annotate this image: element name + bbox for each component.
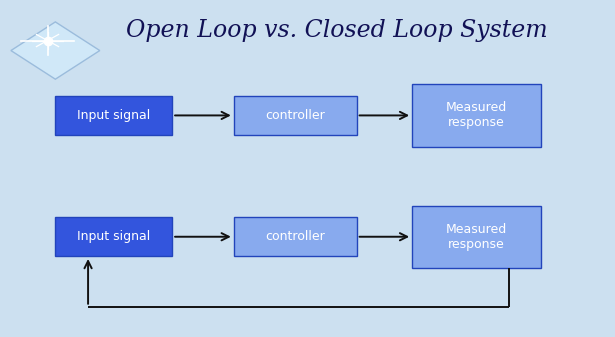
FancyBboxPatch shape bbox=[234, 96, 357, 135]
Text: Open Loop vs. Closed Loop System: Open Loop vs. Closed Loop System bbox=[126, 19, 548, 41]
FancyBboxPatch shape bbox=[412, 84, 541, 147]
Polygon shape bbox=[11, 22, 100, 79]
FancyBboxPatch shape bbox=[55, 96, 172, 135]
FancyBboxPatch shape bbox=[412, 206, 541, 268]
Text: Input signal: Input signal bbox=[77, 109, 151, 122]
Text: Measured
response: Measured response bbox=[446, 223, 507, 251]
Text: Measured
response: Measured response bbox=[446, 101, 507, 129]
Text: Input signal: Input signal bbox=[77, 230, 151, 243]
FancyBboxPatch shape bbox=[55, 217, 172, 256]
FancyBboxPatch shape bbox=[234, 217, 357, 256]
Text: controller: controller bbox=[265, 230, 325, 243]
Text: controller: controller bbox=[265, 109, 325, 122]
